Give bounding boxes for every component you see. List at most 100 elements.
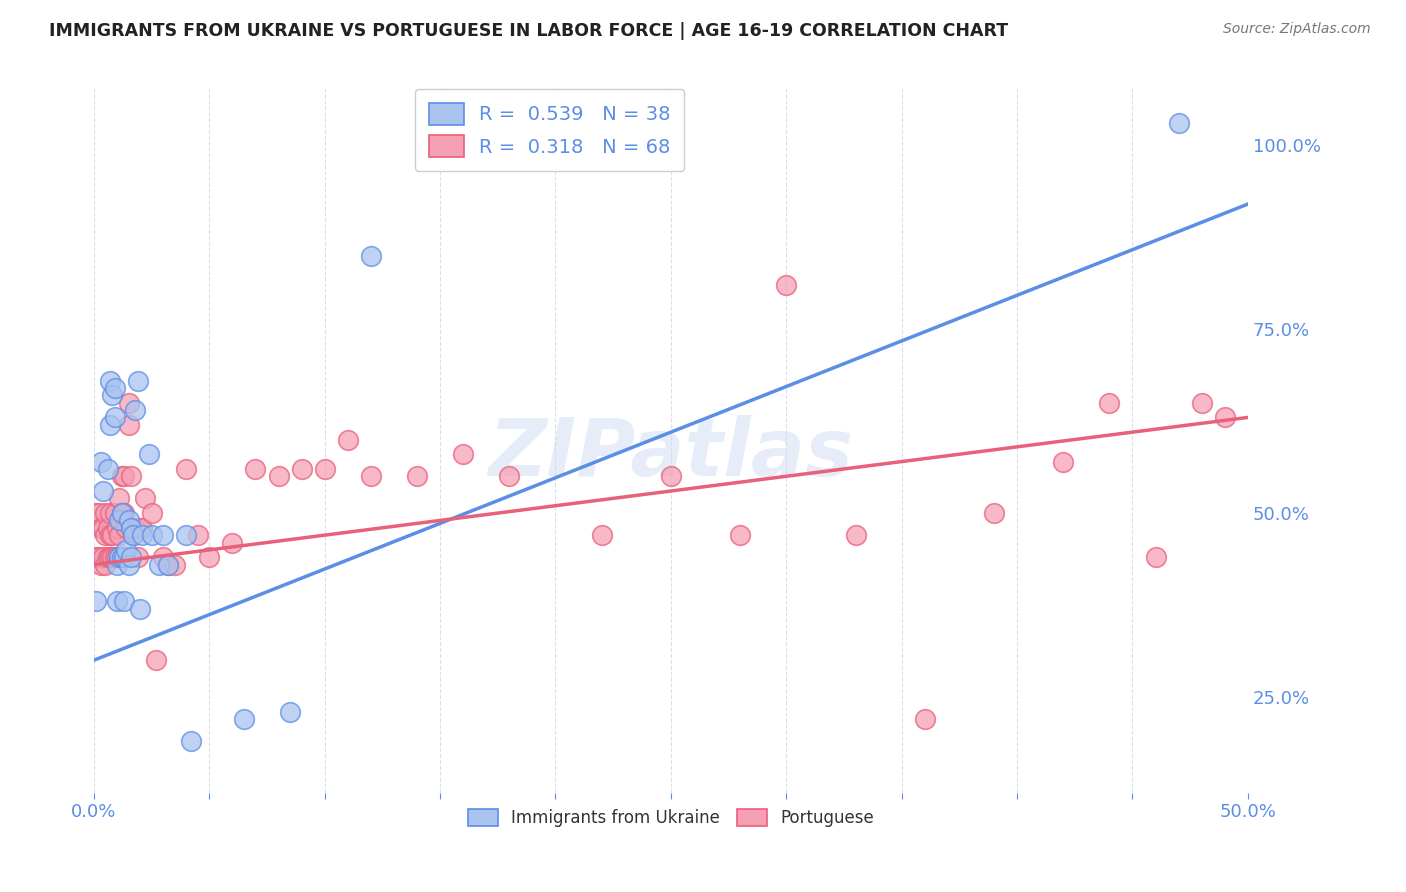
Point [115, 542, 138, 557]
Point [245, 462, 267, 476]
Point [90, 454, 112, 468]
Point [221, 535, 243, 549]
Point [156, 558, 179, 572]
Point [148, 558, 170, 572]
Point [111, 469, 134, 483]
Point [112, 594, 135, 608]
Point [84, 506, 107, 520]
Point [104, 410, 127, 425]
Point [105, 521, 128, 535]
Point [127, 550, 149, 565]
Point [98, 528, 121, 542]
Point [1167, 116, 1189, 130]
Point [98, 374, 121, 388]
Point [122, 528, 145, 542]
Point [91, 521, 114, 535]
Point [98, 550, 121, 565]
Point [138, 447, 160, 461]
Point [108, 528, 131, 542]
Point [134, 491, 156, 506]
Point [174, 462, 197, 476]
Point [129, 601, 152, 615]
Point [104, 506, 127, 520]
Point [129, 521, 152, 535]
Point [914, 712, 936, 726]
Point [232, 712, 254, 726]
Point [267, 469, 290, 483]
Point [291, 462, 314, 476]
Point [844, 528, 866, 542]
Point [122, 528, 145, 542]
Point [1144, 550, 1167, 565]
Point [336, 433, 359, 447]
Point [112, 469, 135, 483]
Point [498, 469, 520, 483]
Point [117, 513, 139, 527]
Point [360, 469, 382, 483]
Point [174, 528, 197, 542]
Point [198, 550, 221, 565]
Point [983, 506, 1005, 520]
Point [131, 521, 153, 535]
Point [278, 705, 301, 719]
Point [87, 550, 110, 565]
Point [90, 558, 112, 572]
Point [111, 506, 134, 520]
Text: ZIPatlas: ZIPatlas [488, 415, 853, 492]
Point [101, 528, 124, 542]
Point [1213, 410, 1236, 425]
Point [97, 550, 120, 565]
Point [117, 395, 139, 409]
Point [91, 483, 114, 498]
Point [108, 513, 131, 527]
Point [141, 506, 163, 520]
Point [84, 594, 107, 608]
Point [112, 550, 135, 565]
Point [108, 550, 131, 565]
Point [1191, 395, 1213, 409]
Point [111, 506, 134, 520]
Point [1098, 395, 1121, 409]
Point [591, 528, 613, 542]
Point [97, 462, 120, 476]
Point [145, 653, 167, 667]
Point [127, 374, 149, 388]
Point [314, 462, 336, 476]
Point [124, 521, 146, 535]
Point [180, 734, 202, 748]
Point [1052, 454, 1074, 468]
Point [156, 558, 179, 572]
Point [124, 403, 146, 417]
Point [152, 550, 174, 565]
Point [98, 417, 121, 432]
Point [451, 447, 474, 461]
Point [105, 550, 128, 565]
Point [187, 528, 209, 542]
Point [104, 381, 127, 395]
Point [91, 550, 114, 565]
Point [659, 469, 682, 483]
Point [94, 558, 117, 572]
Point [94, 506, 117, 520]
Point [104, 550, 127, 565]
Legend: Immigrants from Ukraine, Portuguese: Immigrants from Ukraine, Portuguese [461, 802, 880, 834]
Point [87, 506, 110, 520]
Point [141, 528, 163, 542]
Point [105, 594, 128, 608]
Point [94, 528, 117, 542]
Point [120, 550, 142, 565]
Point [406, 469, 429, 483]
Point [131, 528, 153, 542]
Point [90, 521, 112, 535]
Point [115, 521, 138, 535]
Point [108, 491, 131, 506]
Point [111, 550, 134, 565]
Point [120, 521, 142, 535]
Point [120, 469, 142, 483]
Point [775, 278, 797, 293]
Point [101, 388, 124, 402]
Text: IMMIGRANTS FROM UKRAINE VS PORTUGUESE IN LABOR FORCE | AGE 16-19 CORRELATION CHA: IMMIGRANTS FROM UKRAINE VS PORTUGUESE IN… [49, 22, 1008, 40]
Point [112, 506, 135, 520]
Point [84, 550, 107, 565]
Point [105, 558, 128, 572]
